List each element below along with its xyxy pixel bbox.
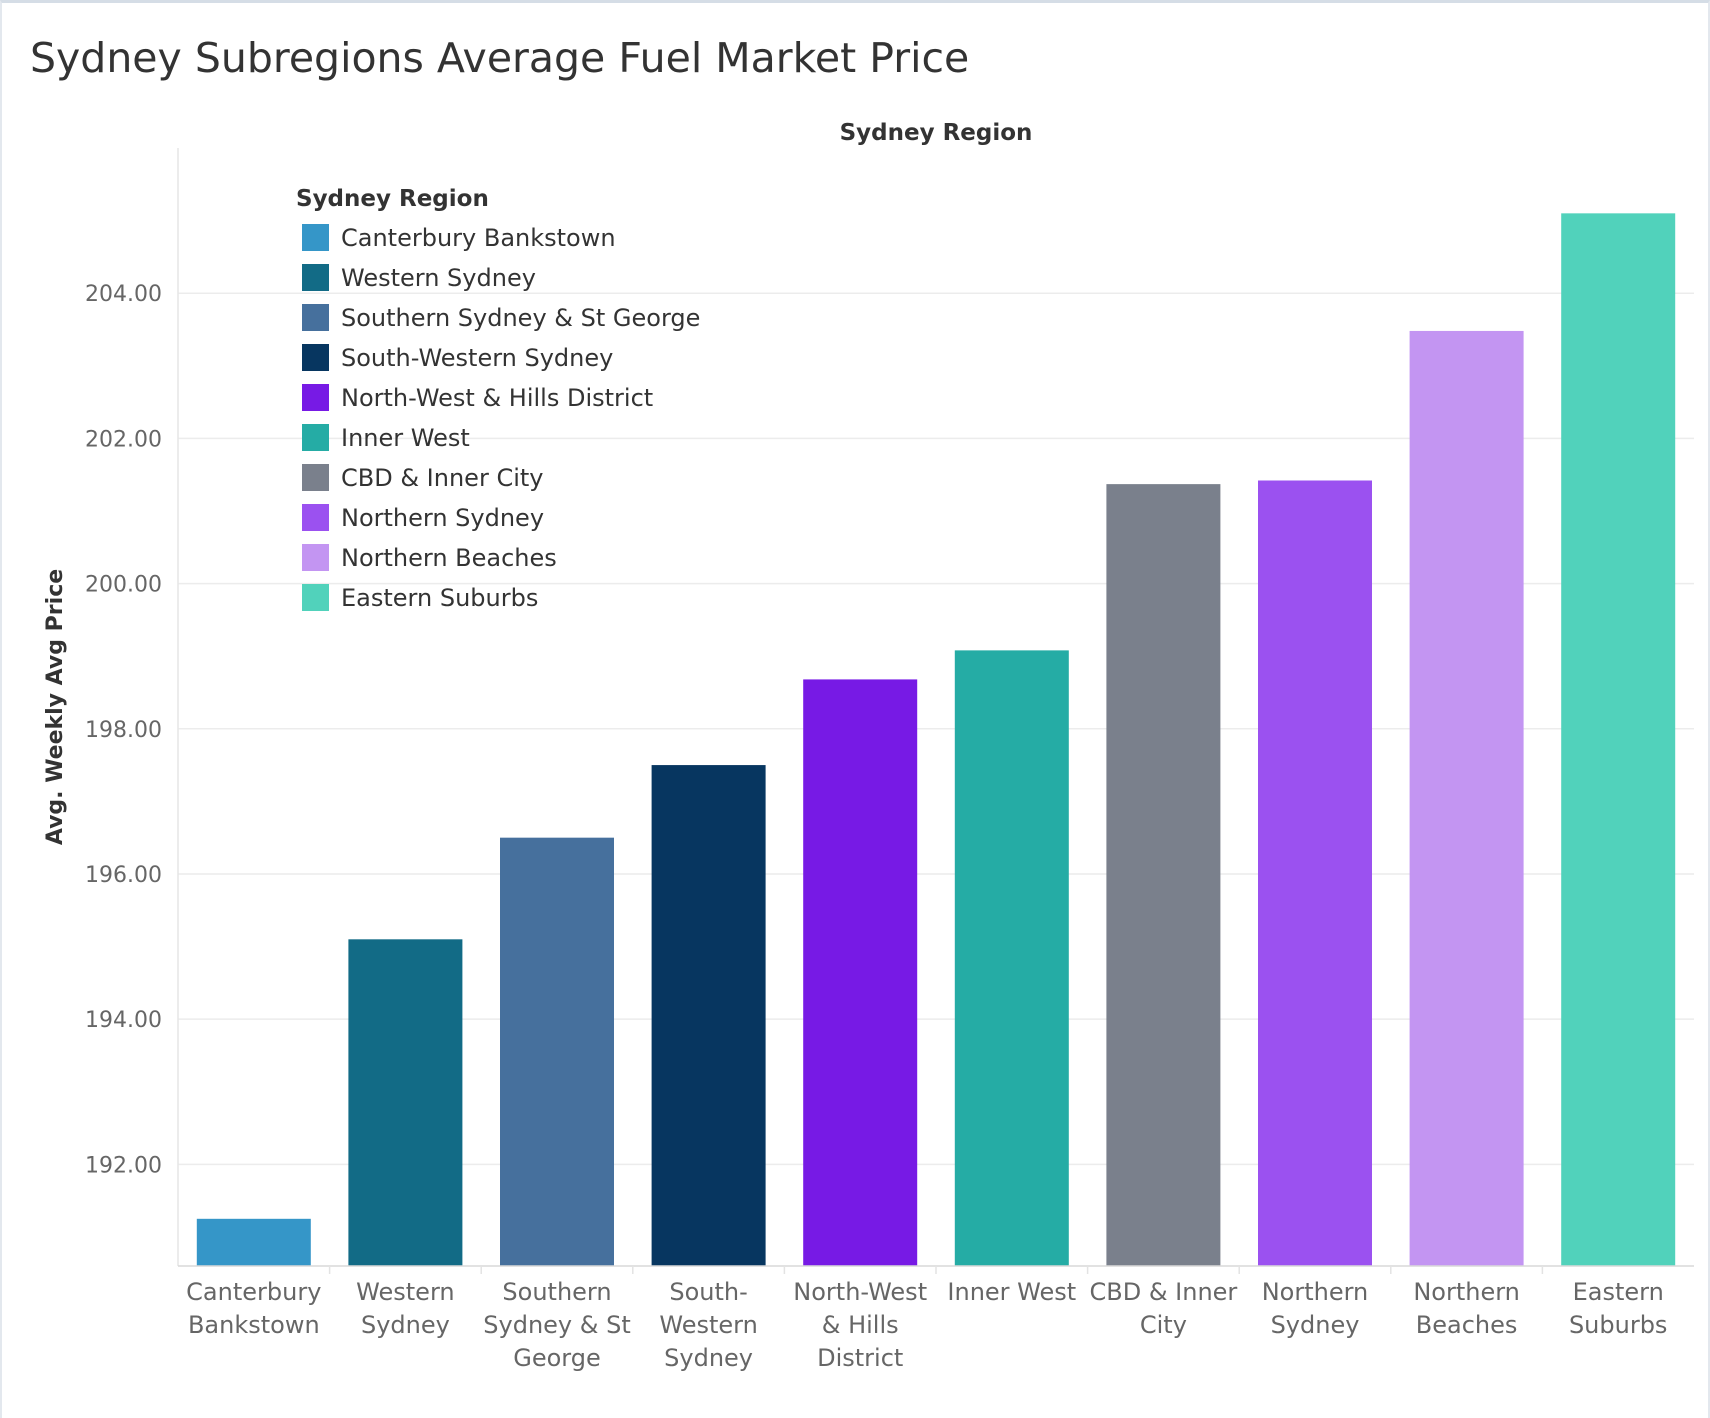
x-tick-label: Canterbury: [186, 1278, 321, 1306]
legend-item-label: Northern Beaches: [341, 544, 557, 572]
x-tick-label: Southern: [502, 1278, 611, 1306]
legend-swatch: [302, 464, 329, 491]
legend-item-label: Canterbury Bankstown: [341, 224, 616, 252]
legend-item-label: South-Western Sydney: [341, 344, 613, 372]
x-tick-label: Western: [659, 1311, 757, 1339]
x-tick-label: Sydney & St: [483, 1311, 630, 1339]
legend-swatch: [302, 384, 329, 411]
y-tick-label: 194.00: [85, 1008, 162, 1033]
legend-item-label: Southern Sydney & St George: [341, 304, 700, 332]
legend-swatch: [302, 344, 329, 371]
bar-cbd-inner-city[interactable]: [1106, 484, 1221, 1266]
legend-item-label: CBD & Inner City: [341, 464, 543, 492]
y-axis-title: Avg. Weekly Avg Price: [43, 569, 68, 845]
x-tick-label: District: [817, 1344, 903, 1372]
x-tick-label: Beaches: [1416, 1311, 1518, 1339]
legend-item-label: Northern Sydney: [341, 504, 544, 532]
y-tick-label: 198.00: [85, 718, 162, 743]
legend-item-label: Western Sydney: [341, 264, 536, 292]
x-tick-label: City: [1140, 1311, 1187, 1339]
x-tick-label: Sydney: [361, 1311, 450, 1339]
x-tick-label: Northern: [1262, 1278, 1369, 1306]
bars: [196, 213, 1676, 1267]
column-header: Sydney Region: [840, 120, 1033, 146]
page-title: Sydney Subregions Average Fuel Market Pr…: [30, 34, 970, 82]
legend-swatch: [302, 584, 329, 611]
x-tick-label: Bankstown: [188, 1311, 320, 1339]
legend-swatch: [302, 544, 329, 571]
x-tick-label: George: [513, 1344, 601, 1372]
bar-inner-west[interactable]: [954, 650, 1069, 1266]
x-tick-label: South-: [669, 1278, 747, 1306]
legend-swatch: [302, 504, 329, 531]
legend-item-label: North-West & Hills District: [341, 384, 653, 412]
bar-northern-beaches[interactable]: [1409, 330, 1524, 1267]
legend-item-label: Eastern Suburbs: [341, 584, 538, 612]
bar-south-western-sydney[interactable]: [651, 765, 766, 1266]
x-tick-label: Northern: [1413, 1278, 1520, 1306]
bar-north-west-hills-district[interactable]: [803, 679, 918, 1266]
axes: 192.00 194.00 196.00 198.00 200.00 202.00 204.…: [43, 120, 1694, 1372]
legend-title: Sydney Region: [296, 186, 489, 212]
y-tick-label: 204.00: [85, 282, 162, 307]
x-tick-label: Eastern: [1573, 1278, 1664, 1306]
x-tick-label: Inner West: [947, 1278, 1076, 1306]
bar-northern-sydney[interactable]: [1258, 480, 1372, 1266]
y-tick-label: 200.00: [85, 573, 162, 598]
y-tick-label: 202.00: [85, 427, 162, 452]
x-tick-label: & Hills: [822, 1311, 899, 1339]
bar-eastern-suburbs[interactable]: [1561, 213, 1676, 1267]
legend-swatch: [302, 304, 329, 331]
bar-western-sydney[interactable]: [348, 939, 463, 1266]
y-tick-label: 196.00: [85, 863, 162, 888]
x-tick-label: North-West: [793, 1278, 927, 1306]
x-tick-label: Western: [356, 1278, 454, 1306]
legend-swatch: [302, 264, 329, 291]
legend-item-label: Inner West: [341, 424, 470, 452]
y-tick-label: 192.00: [85, 1153, 162, 1178]
legend-swatch: [302, 224, 329, 251]
x-tick-label: Suburbs: [1569, 1311, 1668, 1339]
x-tick-label: CBD & Inner: [1089, 1278, 1237, 1306]
bar-southern-sydney-st-george[interactable]: [500, 837, 614, 1266]
x-tick-label: Sydney: [664, 1344, 753, 1372]
bar-canterbury-bankstown[interactable]: [196, 1218, 311, 1266]
legend: Sydney Region Canterbury Bankstown Western…: [296, 186, 700, 612]
legend-swatch: [302, 424, 329, 451]
x-tick-label: Sydney: [1271, 1311, 1360, 1339]
